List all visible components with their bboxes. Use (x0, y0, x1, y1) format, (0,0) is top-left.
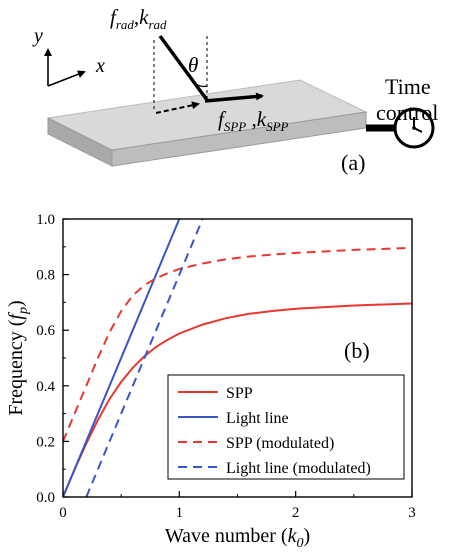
spp-label: fSPP ,kSPP (218, 107, 289, 134)
x-tick-label-2: 2 (292, 505, 300, 521)
time-control-label-line1: Time (385, 74, 431, 99)
y-tick-label-2: 0.4 (36, 379, 55, 395)
axis-x-label: x (95, 55, 105, 77)
plot-area: 0 1 2 3 0.0 0.2 0.4 0.6 0.8 1.0 Wave number (k0) Fr… (5, 212, 416, 551)
panel-a: y x frad,krad θ fSPP ,kSPP (32, 5, 438, 175)
series-line-1 (63, 219, 181, 497)
x-tick-label-3: 3 (408, 505, 416, 521)
x-tick-label-0: 0 (59, 505, 67, 521)
legend-label-2: SPP (modulated) (226, 435, 334, 452)
series-group (63, 219, 412, 497)
panel-b-label: (b) (344, 338, 370, 363)
rad-label: frad,krad (110, 5, 167, 32)
legend: SPP Light line SPP (modulated) Light line (… (167, 374, 405, 480)
x-axis-label: Wave number (k0) (165, 525, 310, 551)
axis-y-label: y (32, 25, 43, 47)
y-tick-label-5: 1.0 (36, 212, 55, 228)
clock-icon (393, 107, 435, 149)
panel-a-label: (a) (341, 150, 365, 175)
projection-dashed-arrow (155, 101, 200, 114)
time-control-label-line2: control (376, 100, 438, 125)
y-tick-label-3: 0.6 (36, 323, 55, 339)
legend-label-1: Light line (226, 410, 289, 427)
y-axis-label: Frequency (fp) (5, 300, 31, 415)
y-tick-label-4: 0.8 (36, 268, 55, 284)
panel-b: 0 1 2 3 0.0 0.2 0.4 0.6 0.8 1.0 Wave number (k0) Fr… (5, 212, 416, 551)
y-tick-label-0: 0.0 (36, 490, 55, 506)
series-line-2 (63, 246, 412, 442)
series-line-0 (63, 302, 412, 497)
legend-label-0: SPP (226, 385, 253, 402)
legend-label-3: Light line (modulated) (226, 460, 371, 477)
angle-arc (193, 81, 208, 88)
series-line-3 (85, 219, 204, 497)
y-tick-label-1: 0.2 (36, 434, 55, 450)
incident-wave-line (158, 34, 209, 102)
coordinate-axes: y x (32, 25, 105, 87)
x-tick-label-1: 1 (176, 505, 184, 521)
angle-theta-label: θ (188, 53, 198, 77)
spp-arrow (204, 92, 264, 103)
metal-slab (46, 79, 368, 167)
